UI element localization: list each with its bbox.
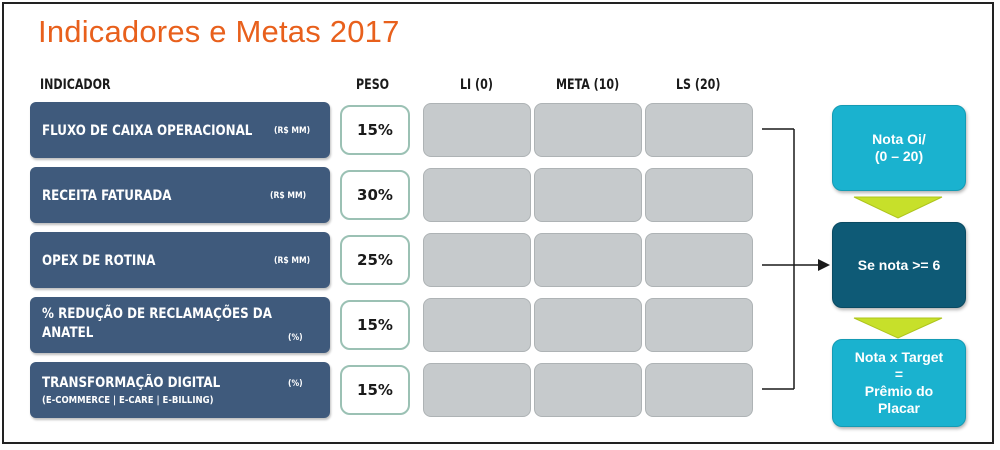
- meta-cell: [534, 233, 642, 287]
- li-cell: [423, 103, 531, 157]
- meta-cell: [534, 298, 642, 352]
- indicator-name-line2: ANATEL: [42, 325, 94, 341]
- indicator-unit: (%): [288, 379, 303, 389]
- premio-line-4: Placar: [877, 400, 921, 416]
- header-indicador: INDICADOR: [40, 77, 111, 93]
- premio-box: Nota x Target = Prêmio do Placar: [832, 339, 966, 427]
- nota-oi-box: Nota Oi/ (0 – 20): [832, 105, 966, 191]
- premio-line-1: Nota x Target: [854, 349, 944, 365]
- meta-cell: [534, 363, 642, 417]
- indicator-unit: (R$ MM): [274, 126, 311, 136]
- indicator-name-line1: % REDUÇÃO DE RECLAMAÇÕES DA: [42, 306, 272, 322]
- nota-oi-label: Nota Oi/ (0 – 20): [872, 131, 926, 164]
- meta-cell: [534, 168, 642, 222]
- li-cell: [423, 363, 531, 417]
- arrowhead-icon: [818, 259, 830, 271]
- decision-label: Se nota >= 6: [857, 256, 941, 273]
- page-title: Indicadores e Metas 2017: [38, 14, 400, 49]
- li-cell: [423, 168, 531, 222]
- header-li: LI (0): [460, 77, 493, 93]
- indicator-row-5: TRANSFORMAÇÃO DIGITAL (E-COMMERCE | E-CA…: [30, 362, 330, 418]
- indicator-name: TRANSFORMAÇÃO DIGITAL: [42, 375, 221, 391]
- peso-value: 15%: [340, 105, 410, 155]
- li-cell: [423, 298, 531, 352]
- indicator-unit: (R$ MM): [270, 191, 307, 201]
- peso-value: 15%: [340, 365, 410, 415]
- down-arrow-icon: [853, 317, 943, 339]
- premio-line-2: =: [894, 366, 904, 382]
- meta-cell: [534, 103, 642, 157]
- indicator-row-4: % REDUÇÃO DE RECLAMAÇÕES DA ANATEL (%): [30, 297, 330, 353]
- indicator-name: FLUXO DE CAIXA OPERACIONAL: [42, 123, 253, 139]
- header-peso: PESO: [356, 77, 390, 93]
- indicator-name: OPEX DE ROTINA: [42, 253, 156, 269]
- decision-box: Se nota >= 6: [832, 222, 966, 308]
- indicator-unit: (R$ MM): [274, 256, 311, 266]
- ls-cell: [645, 363, 753, 417]
- li-cell: [423, 233, 531, 287]
- ls-cell: [645, 103, 753, 157]
- peso-value: 30%: [340, 170, 410, 220]
- indicator-name: RECEITA FATURADA: [42, 188, 172, 204]
- ls-cell: [645, 233, 753, 287]
- ls-cell: [645, 168, 753, 222]
- indicator-row-3: OPEX DE ROTINA (R$ MM): [30, 232, 330, 288]
- ls-cell: [645, 298, 753, 352]
- indicator-row-2: RECEITA FATURADA (R$ MM): [30, 167, 330, 223]
- down-arrow-icon: [853, 196, 943, 219]
- indicator-subtitle: (E-COMMERCE | E-CARE | E-BILLING): [42, 395, 214, 406]
- indicator-unit: (%): [288, 333, 303, 343]
- header-meta: META (10): [556, 77, 620, 93]
- header-ls: LS (20): [676, 77, 721, 93]
- indicator-row-1: FLUXO DE CAIXA OPERACIONAL (R$ MM): [30, 102, 330, 158]
- premio-line-3: Prêmio do: [864, 383, 934, 399]
- peso-value: 15%: [340, 300, 410, 350]
- peso-value: 25%: [340, 235, 410, 285]
